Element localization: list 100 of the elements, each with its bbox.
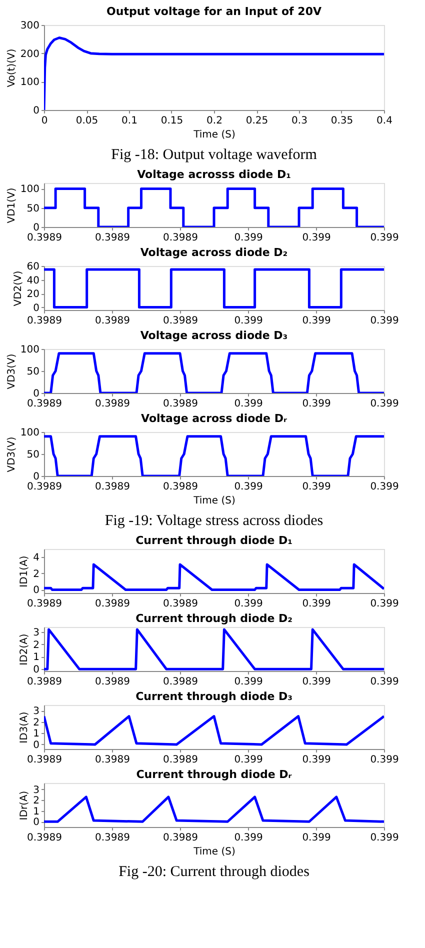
- x-axis-title: Time (S): [192, 846, 236, 858]
- chart-title: Voltage across diode D₃: [140, 329, 288, 342]
- x-tick-label: 0.3989: [163, 598, 198, 610]
- x-tick-label: 0.399: [302, 754, 331, 766]
- y-tick-label: 0: [33, 388, 40, 400]
- x-tick-label: 0.399: [234, 316, 263, 326]
- x-tick-label: 0.3989: [163, 316, 198, 326]
- text: Fig -19: Voltage stress across diodes: [104, 513, 324, 529]
- y-tick-label: 2: [33, 640, 40, 651]
- text: Fig -18: Output voltage waveform: [111, 147, 318, 163]
- x-tick-label: 0.399: [302, 832, 331, 844]
- x-tick-label: 0.3989: [27, 754, 62, 766]
- x-tick-label: 0.3989: [27, 398, 62, 410]
- x-tick-label: 0.399: [234, 598, 263, 610]
- y-tick-label: 300: [20, 20, 40, 32]
- x-tick-label: 0.399: [302, 482, 331, 492]
- y-axis-title: Vo(t)(V): [6, 48, 18, 88]
- x-tick-label: 0.3989: [27, 482, 62, 492]
- y-tick-label: 0: [33, 817, 40, 828]
- y-axis-title: IDr(A): [19, 790, 30, 820]
- chart-title: Voltage across diode D₂: [140, 246, 288, 259]
- y-axis-title: VD1(V): [6, 188, 18, 224]
- x-tick-label: 0.3989: [163, 676, 198, 688]
- x-tick-label: 0.399: [370, 232, 399, 244]
- chart-title: Current through diode Dᵣ: [136, 768, 292, 781]
- text: Fig -20: Current through diodes: [118, 864, 310, 880]
- x-tick-label: 0.399: [302, 232, 331, 244]
- y-tick-label: 2: [33, 796, 40, 807]
- chart-title: Current through diode D₁: [136, 534, 293, 547]
- y-axis-title: ID2(A): [19, 634, 30, 666]
- chart-title: Output voltage for an Input of 20V: [106, 5, 322, 18]
- line-series: [44, 435, 384, 476]
- x-tick-label: 0.399: [234, 232, 263, 244]
- x-tick-label: 0.3989: [163, 398, 198, 410]
- y-tick-label: 3: [33, 784, 40, 796]
- y-tick-label: 0: [33, 302, 40, 314]
- y-tick-label: 60: [26, 262, 40, 272]
- x-tick-label: 0.399: [234, 482, 263, 492]
- x-tick-label: 0.399: [234, 832, 263, 844]
- y-tick-label: 0: [33, 664, 40, 676]
- y-axis-title: VD3(V): [6, 436, 18, 472]
- x-tick-label: 0.3989: [163, 482, 198, 492]
- x-tick-label: 0.3989: [95, 598, 130, 610]
- y-tick-label: 1: [33, 806, 40, 818]
- x-tick-label: 0: [41, 116, 48, 126]
- x-tick-label: 0.3989: [95, 832, 130, 844]
- x-tick-label: 0.1: [122, 116, 138, 126]
- y-tick-label: 1: [33, 652, 40, 664]
- x-tick-label: 0.399: [234, 676, 263, 688]
- y-tick-label: 2: [33, 717, 40, 728]
- x-tick-label: 0.399: [370, 598, 399, 610]
- chart-title: Voltage acrosss diode D₁: [137, 168, 292, 181]
- y-tick-label: 50: [26, 203, 40, 214]
- chart-title: Current through diode D₃: [136, 690, 293, 703]
- x-tick-label: 0.3989: [163, 832, 198, 844]
- y-tick-label: 200: [20, 48, 40, 60]
- x-tick-label: 0.3989: [95, 676, 130, 688]
- y-axis-title: ID1(A): [19, 556, 30, 588]
- x-tick-label: 0.3989: [27, 676, 62, 688]
- y-tick-label: 0: [33, 222, 40, 234]
- y-tick-label: 4: [33, 552, 40, 564]
- x-tick-label: 0.399: [370, 482, 399, 492]
- x-tick-label: 0.3989: [27, 598, 62, 610]
- y-tick-label: 100: [20, 77, 40, 88]
- x-tick-label: 0.399: [370, 754, 399, 766]
- y-tick-label: 3: [33, 706, 40, 718]
- x-tick-label: 0.3989: [27, 316, 62, 326]
- y-tick-label: 50: [26, 450, 40, 460]
- y-axis-title: ID3(A): [19, 712, 30, 744]
- x-tick-label: 0.3989: [27, 832, 62, 844]
- x-tick-label: 0.3989: [95, 398, 130, 410]
- x-tick-label: 0.399: [234, 754, 263, 766]
- x-tick-label: 0.399: [370, 832, 399, 844]
- y-tick-label: 0: [33, 740, 40, 751]
- x-tick-label: 0.3: [292, 116, 308, 126]
- x-tick-label: 0.3989: [95, 316, 130, 326]
- y-tick-label: 1: [33, 728, 40, 740]
- x-tick-label: 0.399: [234, 398, 263, 410]
- y-tick-label: 50: [26, 366, 40, 378]
- x-tick-label: 0.3989: [95, 232, 130, 244]
- y-tick-label: 100: [20, 344, 40, 356]
- x-tick-label: 0.399: [302, 676, 331, 688]
- x-tick-label: 0.3989: [27, 232, 62, 244]
- x-tick-label: 0.399: [370, 676, 399, 688]
- y-tick-label: 20: [26, 289, 40, 300]
- x-tick-label: 0.399: [370, 398, 399, 410]
- y-tick-label: 0: [33, 106, 40, 116]
- x-tick-label: 0.05: [76, 116, 98, 126]
- x-tick-label: 0.399: [302, 398, 331, 410]
- y-tick-label: 2: [33, 568, 40, 580]
- y-axis-title: VD2(V): [12, 270, 24, 306]
- x-tick-label: 0.15: [160, 116, 184, 126]
- y-tick-label: 0: [33, 472, 40, 482]
- x-axis-title: Time (S): [192, 496, 236, 506]
- x-tick-label: 0.3989: [95, 754, 130, 766]
- y-tick-label: 40: [26, 275, 40, 286]
- x-tick-label: 0.25: [246, 116, 268, 126]
- x-tick-label: 0.399: [302, 316, 331, 326]
- y-tick-label: 0: [33, 585, 40, 596]
- line-series: [44, 352, 384, 393]
